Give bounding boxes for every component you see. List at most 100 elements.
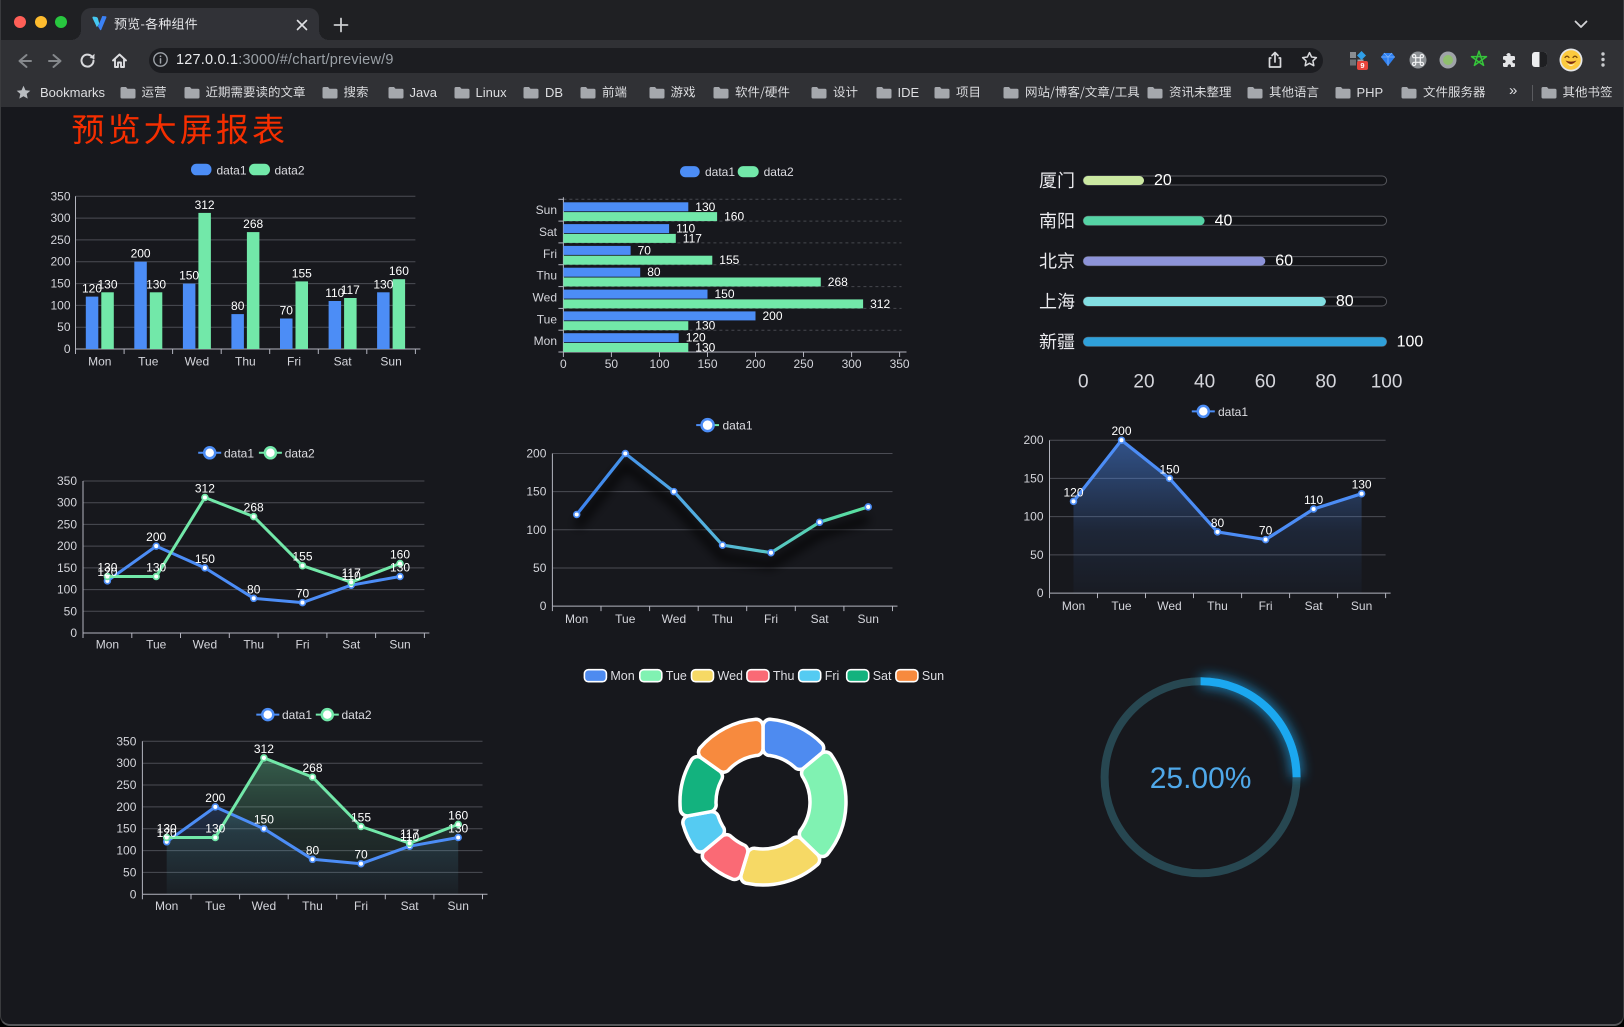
svg-text:80: 80 <box>306 843 320 857</box>
svg-text:Wed: Wed <box>252 899 276 913</box>
svg-text:Fri: Fri <box>825 669 840 683</box>
svg-text:150: 150 <box>1159 462 1179 476</box>
svg-text:Thu: Thu <box>243 638 264 652</box>
svg-text:200: 200 <box>57 539 77 553</box>
svg-text:160: 160 <box>724 210 744 224</box>
svg-text:70: 70 <box>1259 524 1273 538</box>
svg-text:130: 130 <box>373 277 393 291</box>
svg-text:60: 60 <box>1275 253 1293 270</box>
svg-text:Fri: Fri <box>543 247 557 261</box>
svg-text:100: 100 <box>50 298 70 312</box>
svg-text:100: 100 <box>1397 333 1424 350</box>
svg-text:130: 130 <box>695 200 715 214</box>
svg-text:110: 110 <box>400 830 419 844</box>
svg-text:Mon: Mon <box>1062 599 1085 613</box>
svg-text:155: 155 <box>292 266 312 280</box>
svg-text:50: 50 <box>1030 548 1044 562</box>
svg-text:Mon: Mon <box>610 669 634 683</box>
svg-text:300: 300 <box>50 211 70 225</box>
svg-text:Sat: Sat <box>1305 599 1324 613</box>
svg-text:200: 200 <box>1023 433 1043 447</box>
svg-text:Wed: Wed <box>533 291 557 305</box>
svg-text:268: 268 <box>244 501 264 515</box>
svg-text:150: 150 <box>1023 471 1043 485</box>
svg-text:Sun: Sun <box>1351 599 1372 613</box>
svg-text:110: 110 <box>1304 493 1323 507</box>
svg-text:100: 100 <box>1023 510 1043 524</box>
svg-text:300: 300 <box>842 357 862 371</box>
svg-text:117: 117 <box>341 283 360 297</box>
svg-text:80: 80 <box>1315 372 1336 393</box>
svg-text:Fri: Fri <box>287 355 301 369</box>
svg-text:120: 120 <box>97 565 117 579</box>
svg-text:120: 120 <box>157 826 177 840</box>
svg-text:Thu: Thu <box>302 899 323 913</box>
svg-text:Wed: Wed <box>193 638 217 652</box>
svg-text:200: 200 <box>146 530 166 544</box>
svg-text:312: 312 <box>870 297 890 311</box>
svg-text:Thu: Thu <box>712 612 733 626</box>
svg-text:110: 110 <box>325 286 344 300</box>
svg-text:155: 155 <box>351 811 371 825</box>
svg-text:130: 130 <box>390 561 410 575</box>
svg-text:150: 150 <box>116 822 136 836</box>
svg-text:Mon: Mon <box>565 612 588 626</box>
svg-text:150: 150 <box>195 552 215 566</box>
svg-text:200: 200 <box>1111 424 1131 438</box>
svg-text:data1: data1 <box>217 163 247 177</box>
svg-text:110: 110 <box>676 222 695 236</box>
svg-text:Sat: Sat <box>401 899 420 913</box>
svg-text:150: 150 <box>254 813 274 827</box>
svg-text:130: 130 <box>695 341 715 355</box>
svg-text:350: 350 <box>50 189 70 203</box>
svg-text:9: 9 <box>1360 61 1364 70</box>
svg-text:70: 70 <box>296 587 310 601</box>
svg-text:200: 200 <box>116 800 136 814</box>
svg-text:50: 50 <box>605 357 619 371</box>
svg-text:300: 300 <box>57 496 77 510</box>
svg-text:Mon: Mon <box>534 334 557 348</box>
svg-text:20: 20 <box>1154 172 1172 189</box>
svg-text:250: 250 <box>116 778 136 792</box>
svg-text:Sat: Sat <box>539 225 558 239</box>
svg-text:130: 130 <box>97 277 117 291</box>
svg-text:268: 268 <box>302 761 322 775</box>
svg-text:Tue: Tue <box>146 638 167 652</box>
svg-text:80: 80 <box>231 299 245 313</box>
svg-text:Fri: Fri <box>764 612 778 626</box>
svg-text:0: 0 <box>130 887 137 901</box>
svg-text:150: 150 <box>50 277 70 291</box>
svg-text:130: 130 <box>97 561 117 575</box>
svg-text:120: 120 <box>1063 485 1083 499</box>
svg-text:Wed: Wed <box>1157 599 1181 613</box>
svg-text:data1: data1 <box>1218 405 1248 419</box>
svg-text:80: 80 <box>247 582 261 596</box>
svg-text:160: 160 <box>390 548 410 562</box>
svg-text:130: 130 <box>205 822 225 836</box>
svg-text:Mon: Mon <box>96 638 119 652</box>
svg-text:data1: data1 <box>723 419 753 433</box>
svg-text:117: 117 <box>400 827 419 841</box>
svg-text:50: 50 <box>57 320 71 334</box>
svg-text:Tue: Tue <box>138 355 159 369</box>
svg-text:150: 150 <box>526 485 546 499</box>
svg-text:117: 117 <box>342 566 361 580</box>
svg-text:80: 80 <box>1336 293 1354 310</box>
svg-text:155: 155 <box>719 253 739 267</box>
svg-text:Sun: Sun <box>858 612 879 626</box>
svg-text:20: 20 <box>1133 372 1154 393</box>
svg-text:100: 100 <box>649 357 669 371</box>
svg-text:25.00%: 25.00% <box>1150 762 1252 795</box>
svg-text:250: 250 <box>793 357 813 371</box>
svg-text:Sun: Sun <box>922 669 944 683</box>
svg-text:Sat: Sat <box>811 612 830 626</box>
svg-text:130: 130 <box>695 319 715 333</box>
svg-text:Tue: Tue <box>205 899 226 913</box>
svg-text:Fri: Fri <box>354 899 368 913</box>
svg-text:150: 150 <box>179 269 199 283</box>
svg-text:160: 160 <box>389 264 409 278</box>
svg-text:0: 0 <box>540 599 547 613</box>
svg-text:350: 350 <box>890 357 910 371</box>
svg-text:Wed: Wed <box>662 612 686 626</box>
svg-text:Fri: Fri <box>1259 599 1273 613</box>
